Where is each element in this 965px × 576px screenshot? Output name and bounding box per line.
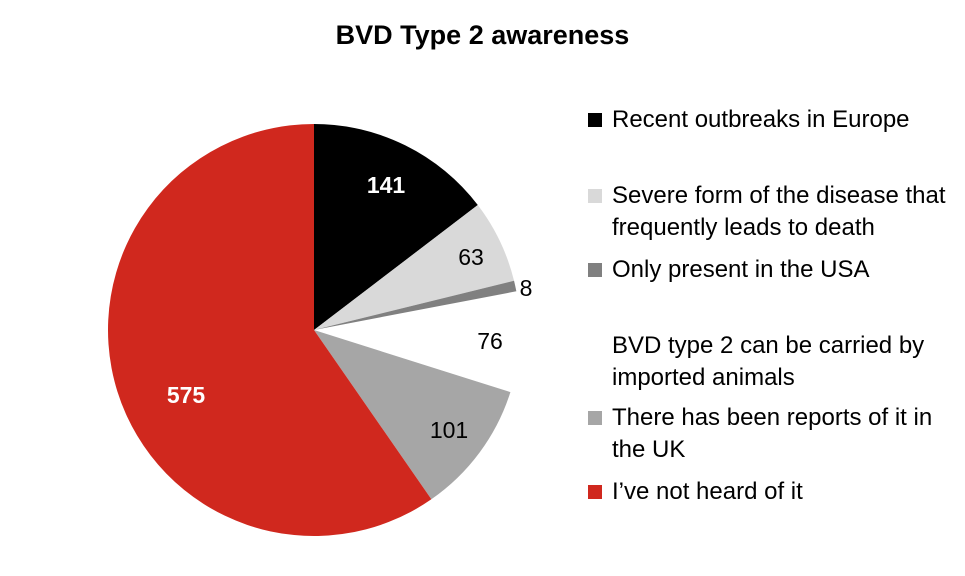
legend-label: Severe form of the disease that frequent… bbox=[612, 182, 946, 241]
legend-item-not-heard: I’ve not heard of it bbox=[588, 476, 963, 508]
data-label: 8 bbox=[520, 275, 533, 301]
legend-label: Recent outbreaks in Europe bbox=[612, 106, 910, 133]
legend-item-reports-uk: There has been reports of it in the UK bbox=[588, 402, 953, 466]
legend-item-only-usa: Only present in the USA bbox=[588, 254, 963, 286]
legend-swatch bbox=[588, 411, 602, 425]
data-label: 141 bbox=[367, 172, 406, 198]
legend-swatch bbox=[588, 113, 602, 127]
slice-only-usa bbox=[314, 280, 517, 330]
legend-label: Only present in the USA bbox=[612, 256, 870, 283]
legend-item-severe-form: Severe form of the disease that frequent… bbox=[588, 180, 958, 244]
chart-title: BVD Type 2 awareness bbox=[335, 20, 630, 50]
data-label: 63 bbox=[458, 244, 484, 270]
slice-not-heard bbox=[107, 124, 432, 537]
slice-recent-outbreaks bbox=[314, 124, 478, 330]
legend-item-recent-outbreaks: Recent outbreaks in Europe bbox=[588, 104, 963, 136]
legend-swatch bbox=[588, 189, 602, 203]
legend-label: BVD type 2 can be carried by imported an… bbox=[612, 332, 925, 391]
data-label: 101 bbox=[430, 417, 468, 443]
slice-reports-uk bbox=[314, 330, 511, 500]
legend-swatch bbox=[588, 339, 602, 353]
legend-item-imported-animals: BVD type 2 can be carried by imported an… bbox=[588, 330, 938, 394]
legend-swatch bbox=[588, 485, 602, 499]
slice-imported-animals bbox=[349, 292, 557, 395]
legend-swatch bbox=[588, 263, 602, 277]
data-label: 76 bbox=[477, 328, 503, 354]
slice-severe-form bbox=[314, 205, 515, 330]
legend-label: I’ve not heard of it bbox=[612, 478, 803, 505]
data-label: 575 bbox=[167, 382, 206, 408]
legend-label: There has been reports of it in the UK bbox=[612, 404, 933, 463]
